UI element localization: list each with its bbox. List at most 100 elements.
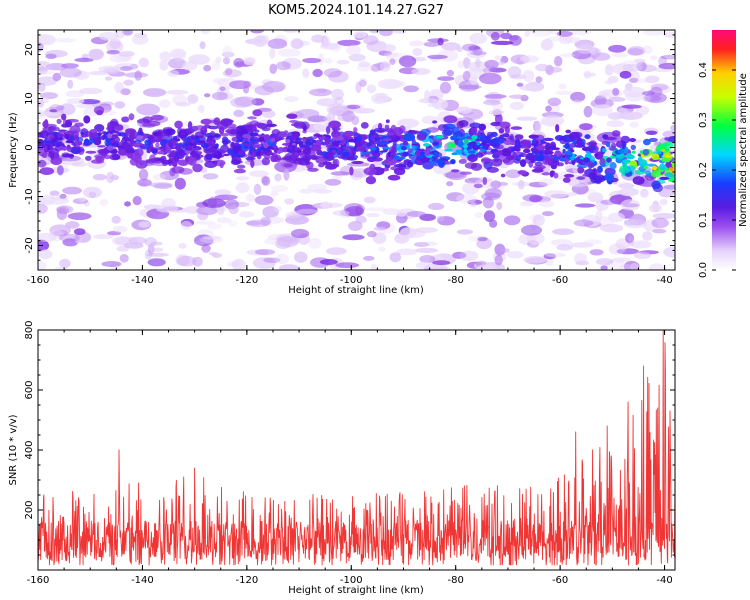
heatmap-cell	[428, 267, 451, 270]
heatmap-cell	[653, 156, 660, 160]
heatmap-cell	[40, 194, 56, 206]
heatmap-cell	[466, 49, 487, 59]
heatmap-cell	[314, 134, 323, 138]
heatmap-cell	[227, 148, 235, 155]
heatmap-cell	[197, 104, 205, 113]
heatmap-cell	[307, 167, 319, 172]
heatmap-cell	[569, 143, 575, 148]
heatmap-cell	[638, 162, 649, 167]
heatmap-cell	[364, 207, 388, 212]
heatmap-cell	[365, 176, 377, 185]
heatmap-cell	[369, 30, 379, 34]
heatmap-cell	[398, 55, 417, 68]
heatmap-cell	[348, 138, 357, 143]
heatmap-cell	[251, 150, 258, 153]
heatmap-cell	[245, 157, 256, 161]
heatmap-cell	[364, 153, 371, 158]
heatmap-cell	[168, 57, 187, 69]
heatmap-cell	[302, 129, 307, 134]
heatmap-cell	[133, 142, 141, 148]
heatmap-cell	[249, 139, 258, 142]
heatmap-cell	[214, 194, 238, 201]
heatmap-cell	[538, 200, 555, 208]
heatmap-cell	[348, 221, 363, 231]
heatmap-cell	[270, 154, 276, 163]
heatmap-cell	[510, 147, 519, 152]
heatmap-cell	[627, 46, 646, 56]
heatmap-cell	[498, 61, 506, 65]
heatmap-cell	[130, 140, 137, 144]
heatmap-cell	[443, 171, 465, 179]
heatmap-cell	[476, 141, 481, 146]
heatmap-cell	[250, 30, 265, 34]
heatmap-cell	[360, 122, 369, 129]
heatmap-cell	[98, 32, 119, 41]
heatmap-cell	[660, 54, 675, 60]
heatmap-cell	[378, 122, 383, 130]
heatmap-cell	[542, 137, 554, 142]
heatmap-cell	[290, 38, 304, 49]
heatmap-cell	[423, 143, 431, 147]
heatmap-cell	[207, 147, 217, 153]
snr-x-ticks: -160 -140 -120 -100 -80 -60 -40	[27, 330, 673, 586]
heatmap-cell	[62, 238, 79, 247]
heatmap-cell	[437, 76, 455, 81]
heatmap-cell	[521, 146, 527, 149]
heatmap-cell	[545, 151, 554, 155]
heatmap-cell	[486, 166, 499, 173]
heatmap-cell	[504, 125, 510, 134]
heatmap-cell	[355, 81, 362, 93]
heatmap-cell	[343, 203, 365, 215]
heatmap-cell	[462, 144, 469, 149]
heatmap-cell	[237, 164, 246, 169]
heatmap-cell	[286, 113, 298, 119]
heatmap-cell	[436, 215, 445, 222]
heatmap-cell	[284, 153, 294, 162]
heatmap-cell	[630, 144, 636, 151]
heatmap-cell	[383, 159, 389, 164]
heatmap-cell	[264, 216, 284, 224]
colorbar-gradient	[712, 30, 736, 270]
heatmap-cell	[55, 137, 63, 140]
heatmap-cell	[178, 243, 187, 249]
heatmap-cell	[239, 211, 255, 218]
heatmap-cell	[540, 38, 554, 51]
heatmap-cell	[261, 141, 265, 145]
heatmap-cell	[652, 228, 667, 234]
x-tick-label: -160	[27, 275, 50, 286]
heatmap-cell	[51, 142, 56, 147]
heatmap-cell	[167, 70, 180, 77]
heatmap-cell	[599, 224, 624, 233]
heatmap-cell	[469, 122, 482, 129]
heatmap-cell	[490, 148, 499, 154]
heatmap-cell	[173, 155, 180, 162]
heatmap-cell	[582, 157, 591, 163]
heatmap-cell	[489, 219, 498, 228]
heatmap-cell	[313, 136, 317, 140]
heatmap-cell	[65, 140, 75, 144]
heatmap-cell	[663, 184, 675, 190]
heatmap-cell	[498, 128, 505, 134]
heatmap-cell	[459, 171, 472, 175]
heatmap-cell	[617, 149, 625, 154]
heatmap-cell	[342, 234, 365, 241]
heatmap-cell	[387, 174, 401, 181]
heatmap-cell	[230, 141, 235, 148]
heatmap-cell	[140, 144, 145, 147]
heatmap-cell	[162, 129, 173, 134]
heatmap-cell	[273, 205, 282, 213]
heatmap-cell	[371, 93, 387, 104]
heatmap-cell	[469, 51, 487, 56]
heatmap-cell	[463, 148, 468, 153]
heatmap-cell	[353, 31, 367, 39]
heatmap-cell	[589, 249, 604, 256]
heatmap-cell	[379, 61, 391, 72]
heatmap-cell	[656, 149, 662, 155]
heatmap-cell	[38, 76, 58, 86]
heatmap-cell	[387, 140, 393, 143]
heatmap-cell	[172, 161, 178, 167]
heatmap-cell	[488, 109, 505, 116]
heatmap-cell	[52, 72, 62, 82]
heatmap-cell	[494, 113, 503, 125]
heatmap-cell	[175, 145, 182, 151]
